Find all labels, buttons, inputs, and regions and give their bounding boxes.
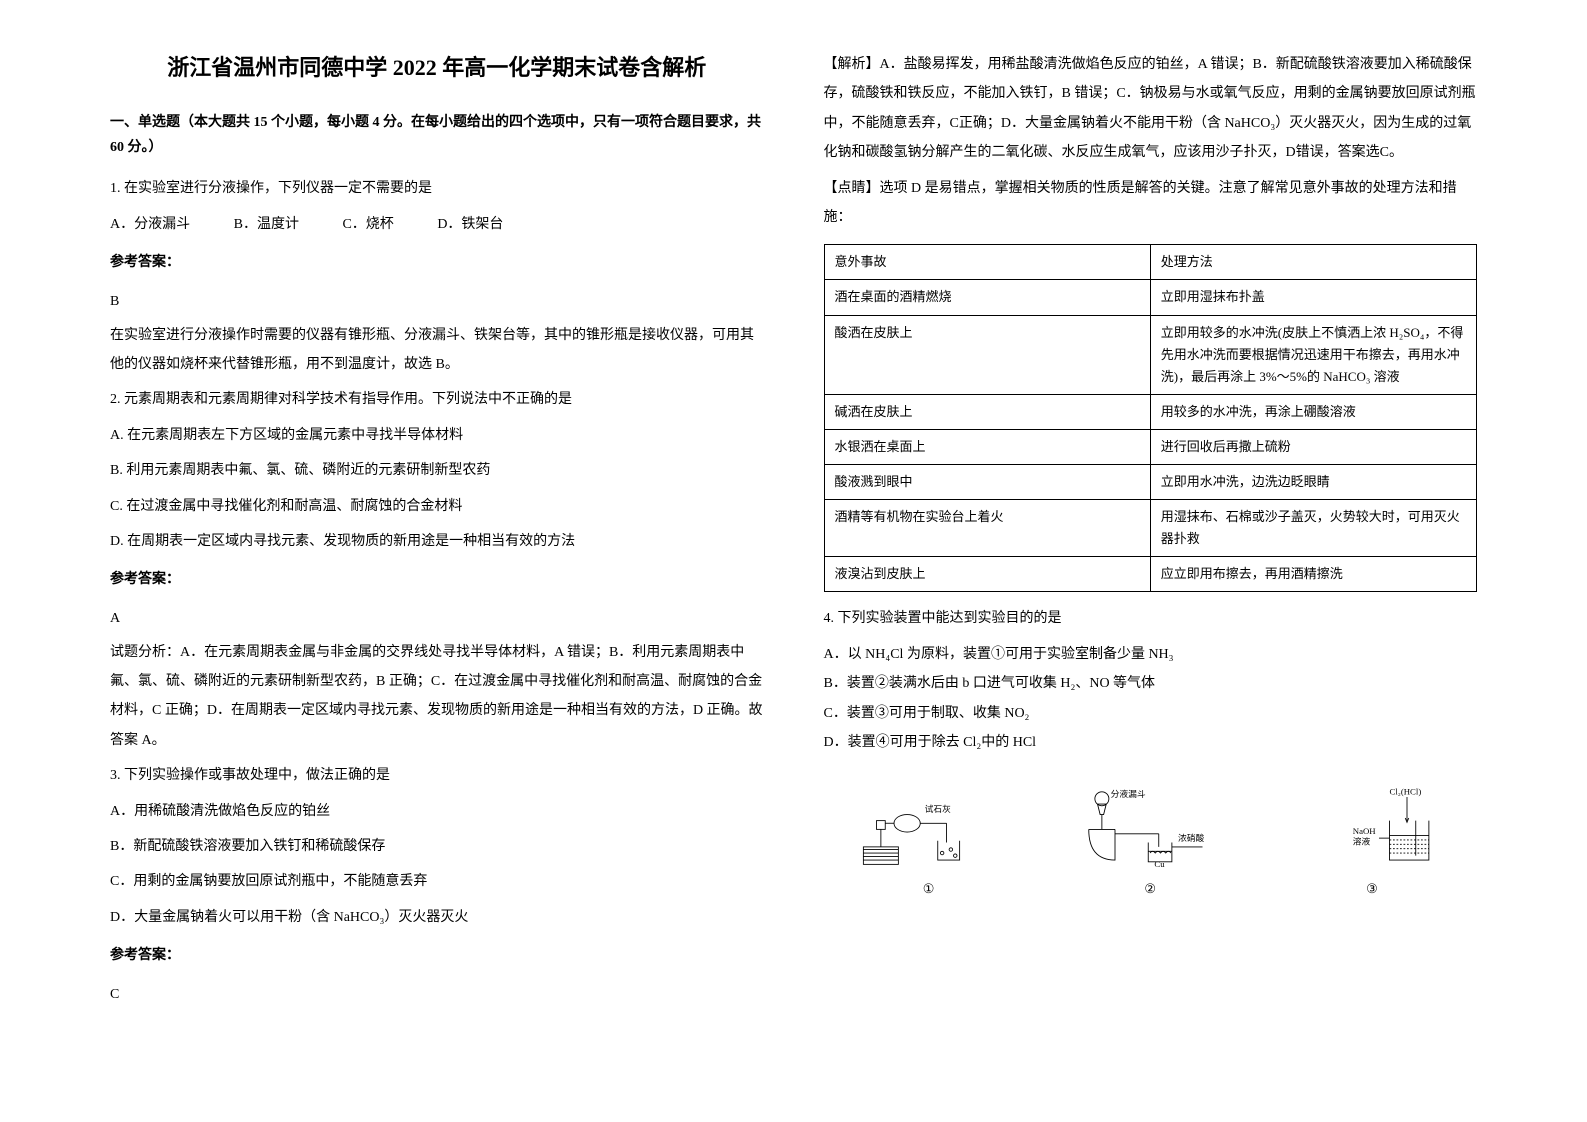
diagram-1: 试石灰 ①	[834, 775, 1024, 897]
table-cell: 应立即用布擦去，再用酒精擦洗	[1150, 557, 1476, 592]
q2-stem: 2. 元素周期表和元素周期律对科学技术有指导作用。下列说法中不正确的是	[110, 385, 764, 414]
diagram-label-2: ②	[1144, 881, 1156, 897]
table-cell: 水银洒在桌面上	[824, 429, 1150, 464]
diag3-label1: Cl₂(HCl)	[1389, 787, 1421, 797]
q2-answer-label: 参考答案：	[110, 566, 764, 594]
diagram-2: 分液漏斗 浓硝酸 Cu ②	[1055, 775, 1245, 897]
q4-stem: 4. 下列实验装置中能达到实验目的的是	[824, 604, 1478, 633]
page-title: 浙江省温州市同德中学 2022 年高一化学期末试卷含解析	[110, 50, 764, 82]
q3-option-c: C．用剩的金属钠要放回原试剂瓶中，不能随意丢弃	[110, 867, 764, 896]
q3-tip: 【点睛】选项 D 是易错点，掌握相关物质的性质是解答的关键。注意了解常见意外事故…	[824, 174, 1478, 233]
q1-option-b: B．温度计	[234, 210, 299, 239]
diag3-label3: 溶液	[1353, 836, 1371, 847]
q4-option-a: A．以 NH₄Cl 为原料，装置①可用于实验室制备少量 NH₃	[824, 640, 1478, 669]
diag2-label1: 分液漏斗	[1111, 788, 1146, 799]
q2-option-b: B. 利用元素周期表中氟、氯、硫、磷附近的元素研制新型农药	[110, 456, 764, 485]
q2-option-d: D. 在周期表一定区域内寻找元素、发现物质的新用途是一种相当有效的方法	[110, 527, 764, 556]
table-cell: 酸液溅到眼中	[824, 465, 1150, 500]
apparatus-2-icon: 分液漏斗 浓硝酸 Cu	[1080, 775, 1220, 875]
table-header-c1: 意外事故	[824, 245, 1150, 280]
q1-answer-label: 参考答案：	[110, 249, 764, 277]
diag3-label2: NaOH	[1353, 826, 1377, 836]
table-row: 酸液溅到眼中 立即用水冲洗，边洗边眨眼睛	[824, 465, 1477, 500]
table-cell: 进行回收后再撒上硫粉	[1150, 429, 1476, 464]
table-cell: 酒在桌面的酒精燃烧	[824, 280, 1150, 315]
q2-option-a: A. 在元素周期表左下方区域的金属元素中寻找半导体材料	[110, 421, 764, 450]
diagrams-row: 试石灰 ① 分液漏斗 浓硝酸 Cu ②	[824, 775, 1478, 897]
q3-answer-label: 参考答案：	[110, 942, 764, 970]
table-cell: 酸洒在皮肤上	[824, 315, 1150, 394]
table-cell: 液溴沾到皮肤上	[824, 557, 1150, 592]
table-row: 酸洒在皮肤上 立即用较多的水冲洗(皮肤上不慎洒上浓 H₂SO₄，不得先用水冲洗而…	[824, 315, 1477, 394]
q3-analysis: 【解析】A．盐酸易挥发，用稀盐酸清洗做焰色反应的铂丝，A 错误；B．新配硫酸铁溶…	[824, 50, 1478, 168]
diag1-label: 试石灰	[924, 803, 950, 814]
q1-option-a: A．分液漏斗	[110, 210, 190, 239]
table-row: 酒精等有机物在实验台上着火 用湿抹布、石棉或沙子盖灭，火势较大时，可用灭火器扑救	[824, 500, 1477, 557]
q2-option-c: C. 在过渡金属中寻找催化剂和耐高温、耐腐蚀的合金材料	[110, 492, 764, 521]
table-header-row: 意外事故 处理方法	[824, 245, 1477, 280]
diagram-label-1: ①	[923, 881, 935, 897]
q4-option-b: B．装置②装满水后由 b 口进气可收集 H₂、NO 等气体	[824, 669, 1478, 698]
diagram-3: Cl₂(HCl) NaOH 溶液 ③	[1277, 775, 1467, 897]
q3-option-b: B．新配硫酸铁溶液要加入铁钉和稀硫酸保存	[110, 832, 764, 861]
diagram-label-3: ③	[1366, 881, 1378, 897]
section-heading: 一、单选题（本大题共 15 个小题，每小题 4 分。在每小题给出的四个选项中，只…	[110, 110, 764, 160]
table-row: 水银洒在桌面上 进行回收后再撒上硫粉	[824, 429, 1477, 464]
q1-option-c: C．烧杯	[342, 210, 393, 239]
table-row: 液溴沾到皮肤上 应立即用布擦去，再用酒精擦洗	[824, 557, 1477, 592]
table-cell: 碱洒在皮肤上	[824, 394, 1150, 429]
q1-options: A．分液漏斗 B．温度计 C．烧杯 D．铁架台	[110, 210, 764, 239]
apparatus-1-icon: 试石灰	[859, 775, 999, 875]
q1-option-d: D．铁架台	[437, 210, 503, 239]
table-cell: 立即用湿抹布扑盖	[1150, 280, 1476, 315]
table-row: 碱洒在皮肤上 用较多的水冲洗，再涂上硼酸溶液	[824, 394, 1477, 429]
q3-option-d: D．大量金属钠着火可以用干粉（含 NaHCO₃）灭火器灭火	[110, 903, 764, 932]
q3-stem: 3. 下列实验操作或事故处理中，做法正确的是	[110, 761, 764, 790]
q3-answer: C	[110, 980, 764, 1009]
q3-option-a: A．用稀硫酸清洗做焰色反应的铂丝	[110, 797, 764, 826]
table-header-c2: 处理方法	[1150, 245, 1476, 280]
q2-explanation: 试题分析：A．在元素周期表金属与非金属的交界线处寻找半导体材料，A 错误；B．利…	[110, 638, 764, 756]
table-cell: 酒精等有机物在实验台上着火	[824, 500, 1150, 557]
table-cell: 立即用较多的水冲洗(皮肤上不慎洒上浓 H₂SO₄，不得先用水冲洗而要根据情况迅速…	[1150, 315, 1476, 394]
diag2-label2: 浓硝酸	[1178, 832, 1205, 843]
table-cell: 用湿抹布、石棉或沙子盖灭，火势较大时，可用灭火器扑救	[1150, 500, 1476, 557]
table-row: 酒在桌面的酒精燃烧 立即用湿抹布扑盖	[824, 280, 1477, 315]
accident-table: 意外事故 处理方法 酒在桌面的酒精燃烧 立即用湿抹布扑盖 酸洒在皮肤上 立即用较…	[824, 244, 1478, 592]
diag2-label3: Cu	[1155, 859, 1166, 869]
table-cell: 立即用水冲洗，边洗边眨眼睛	[1150, 465, 1476, 500]
q1-stem: 1. 在实验室进行分液操作，下列仪器一定不需要的是	[110, 174, 764, 203]
q1-answer: B	[110, 287, 764, 316]
table-cell: 用较多的水冲洗，再涂上硼酸溶液	[1150, 394, 1476, 429]
apparatus-3-icon: Cl₂(HCl) NaOH 溶液	[1302, 775, 1442, 875]
q2-answer: A	[110, 604, 764, 633]
q1-explanation: 在实验室进行分液操作时需要的仪器有锥形瓶、分液漏斗、铁架台等，其中的锥形瓶是接收…	[110, 321, 764, 380]
q4-option-c: C．装置③可用于制取、收集 NO₂	[824, 699, 1478, 728]
q4-option-d: D．装置④可用于除去 Cl₂中的 HCl	[824, 728, 1478, 757]
